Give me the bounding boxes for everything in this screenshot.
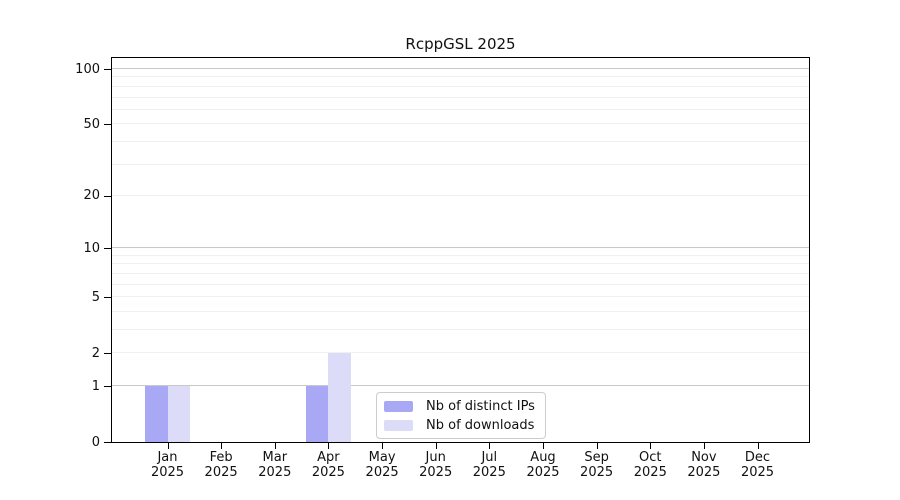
x-tick-label-mar: Mar 2025 bbox=[258, 450, 292, 480]
minor-gridline bbox=[112, 254, 809, 256]
legend-label: Nb of distinct IPs bbox=[426, 398, 535, 414]
x-tick-label-jun: Jun 2025 bbox=[419, 450, 453, 480]
major-gridline bbox=[112, 247, 809, 249]
minor-gridline bbox=[112, 123, 809, 125]
y-tick-mark bbox=[104, 124, 111, 126]
minor-gridline bbox=[112, 352, 809, 354]
y-tick-label: 0 bbox=[91, 434, 100, 450]
x-tick-label-feb: Feb 2025 bbox=[204, 450, 238, 480]
major-gridline bbox=[112, 68, 809, 69]
x-tick-mark bbox=[650, 442, 652, 449]
y-tick-mark bbox=[104, 442, 111, 443]
y-tick-mark bbox=[104, 353, 111, 355]
x-tick-mark bbox=[596, 442, 598, 449]
x-tick-label-aug: Aug 2025 bbox=[526, 450, 560, 480]
x-tick-mark bbox=[167, 442, 169, 449]
legend: Nb of distinct IPs Nb of downloads bbox=[376, 392, 546, 439]
minor-gridline bbox=[112, 85, 809, 87]
minor-gridline bbox=[112, 329, 809, 330]
x-tick-mark bbox=[543, 442, 544, 449]
y-tick-label: 50 bbox=[83, 116, 100, 132]
x-tick-mark bbox=[221, 442, 223, 449]
minor-gridline bbox=[112, 76, 809, 78]
x-tick-mark bbox=[703, 442, 705, 449]
distinct-ips-swatch-icon bbox=[384, 400, 413, 412]
y-tick-label: 100 bbox=[75, 61, 100, 77]
y-tick-mark bbox=[104, 297, 111, 299]
y-tick-label: 5 bbox=[91, 289, 100, 305]
minor-gridline bbox=[112, 272, 809, 274]
x-tick-label-jan: Jan 2025 bbox=[150, 450, 185, 480]
plot-area bbox=[111, 57, 810, 443]
minor-gridline bbox=[112, 283, 809, 285]
y-tick-label: 20 bbox=[83, 188, 100, 204]
x-tick-mark bbox=[757, 442, 759, 449]
x-tick-label-nov: Nov 2025 bbox=[687, 450, 721, 480]
minor-gridline bbox=[112, 163, 809, 165]
y-tick-mark bbox=[104, 386, 111, 387]
minor-gridline bbox=[112, 140, 809, 142]
minor-gridline bbox=[112, 263, 809, 265]
x-tick-label-oct: Oct 2025 bbox=[633, 450, 667, 480]
major-gridline bbox=[112, 385, 809, 386]
x-tick-mark bbox=[489, 442, 491, 449]
y-tick-mark bbox=[104, 195, 111, 197]
chart-title: RcppGSL 2025 bbox=[405, 35, 516, 53]
bar-distinct-ips-jan bbox=[145, 386, 168, 442]
x-tick-label-apr: Apr 2025 bbox=[311, 450, 345, 480]
legend-label: Nb of downloads bbox=[426, 417, 535, 433]
bar-downloads-jan bbox=[167, 386, 190, 442]
legend-item-distinct-ips: Nb of distinct IPs bbox=[384, 398, 535, 414]
x-tick-label-dec: Dec 2025 bbox=[740, 450, 775, 480]
y-tick-mark bbox=[104, 248, 111, 250]
y-tick-label: 2 bbox=[91, 345, 100, 361]
minor-gridline bbox=[112, 296, 809, 298]
x-tick-mark bbox=[274, 442, 276, 449]
y-tick-mark bbox=[104, 69, 111, 70]
minor-gridline bbox=[112, 310, 809, 312]
minor-gridline bbox=[112, 194, 809, 196]
x-tick-mark bbox=[328, 442, 330, 449]
minor-gridline bbox=[112, 96, 809, 98]
x-tick-label-jul: Jul 2025 bbox=[472, 450, 506, 480]
bar-downloads-apr bbox=[328, 353, 351, 442]
minor-gridline bbox=[112, 108, 809, 110]
legend-item-downloads: Nb of downloads bbox=[384, 417, 535, 433]
y-tick-label: 10 bbox=[83, 240, 100, 256]
x-tick-mark bbox=[382, 442, 384, 449]
x-tick-label-may: May 2025 bbox=[365, 450, 399, 480]
x-tick-mark bbox=[435, 442, 437, 449]
downloads-swatch-icon bbox=[384, 419, 413, 431]
y-tick-label: 1 bbox=[91, 378, 100, 394]
x-tick-label-sep: Sep 2025 bbox=[580, 450, 614, 480]
bar-distinct-ips-apr bbox=[305, 386, 329, 442]
